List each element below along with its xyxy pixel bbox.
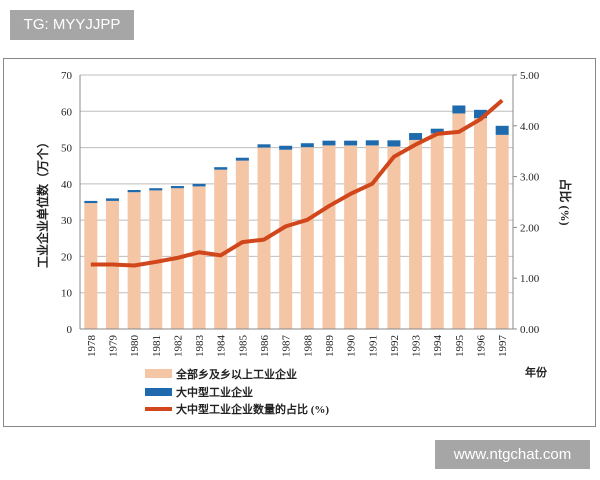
bar-all-enterprises [365,145,379,329]
bar-all-enterprises [344,145,358,329]
x-tick-label: 1996 [476,335,488,358]
bar-all-enterprises [322,145,336,329]
y-tick-label-left: 70 [61,70,73,82]
x-tick-label: 1986 [259,335,271,358]
bar-all-enterprises [474,118,488,330]
bar-large-medium-enterprises [344,140,358,146]
bar-large-medium-enterprises [105,198,119,201]
bar-large-medium-enterprises [495,125,509,135]
axes: 0 10 20 30 40 50 60 70 0.00 1.00 2.00 3.00 4.00 5.00 1… [61,70,540,357]
y-axis-label-right: 占比 (%) [558,179,573,226]
y-tick-label-left: 60 [61,106,73,118]
x-tick-label: 1979 [107,335,119,358]
x-tick-label: 1991 [367,335,379,357]
bar-large-medium-enterprises [257,144,271,148]
bar-large-medium-enterprises [474,109,488,119]
bar-all-enterprises [192,186,206,329]
bar-large-medium-enterprises [365,140,379,146]
x-tick-label: 1993 [411,335,423,358]
legend-label: 大中型工业企业 [176,385,253,399]
bar-large-medium-enterprises [170,186,184,189]
x-tick-label: 1987 [281,335,293,358]
bar-large-medium-enterprises [452,105,466,114]
ratio-line-path [90,98,504,268]
bar-large-medium-enterprises [127,190,141,193]
bar-all-enterprises [149,190,163,329]
y-tick-label-left: 0 [67,324,73,336]
legend-label: 全部乡及乡以上工业企业 [175,367,297,381]
bar-all-enterprises [409,139,423,329]
y-tick-label-right: 1.00 [520,273,540,285]
bar-large-medium-enterprises [279,145,293,150]
bar-large-medium-enterprises [409,133,423,140]
x-tick-label: 1983 [194,335,206,358]
y-tick-label-right: 5.00 [520,70,540,82]
y-tick-label-right: 0.00 [520,324,540,336]
bar-all-enterprises [300,147,314,329]
bar-all-enterprises [279,149,293,329]
bar-all-enterprises [214,169,228,329]
bar-large-medium-enterprises [235,157,249,161]
x-tick-label: 1990 [346,335,358,358]
bar-large-medium-enterprises [300,143,314,148]
bar-all-enterprises [495,134,509,329]
ratio-line [90,98,504,268]
bar-large-medium-enterprises [214,167,228,170]
bar-large-medium-enterprises [149,188,163,191]
bar-large-medium-enterprises [322,140,336,146]
chart-frame [3,58,596,427]
x-tick-label: 1980 [129,335,141,358]
x-tick-label: 1988 [302,335,314,358]
y-tick-label-left: 30 [61,215,73,227]
bar-all-enterprises [387,146,401,329]
y-tick-label-right: 2.00 [520,222,540,234]
bar-large-medium-enterprises [430,128,444,134]
x-tick-label: 1978 [86,335,98,358]
x-tick-label: 1994 [432,335,444,358]
bar-all-enterprises [452,113,466,329]
tag-label: TG: MYYJJPP [10,10,134,40]
bar-large-medium-enterprises [192,183,206,187]
x-tick-label: 1995 [454,335,466,358]
y-tick-label-left: 40 [61,179,73,191]
y-tick-label-left: 50 [61,143,73,155]
bar-all-enterprises [235,160,249,329]
legend-swatch-all [145,369,172,378]
x-tick-label: 1992 [389,335,401,357]
bar-all-enterprises [127,192,141,329]
y-tick-label-right: 4.00 [520,121,540,133]
y-axis-label-left: 工业企业单位数（万个） [35,136,50,268]
x-tick-label: 1989 [324,335,336,358]
y-tick-label-left: 10 [61,288,73,300]
bars [84,105,509,330]
bar-large-medium-enterprises [84,200,98,204]
x-axis-label: 年份 [525,365,548,379]
watermark: www.ntgchat.com [435,440,590,469]
x-tick-label: 1982 [172,335,184,357]
x-tick-label: 1997 [497,335,509,358]
y-tick-label-right: 3.00 [520,172,540,184]
legend-swatch-large-medium [145,388,172,396]
legend-label: 大中型工业企业数量的占比 (%) [176,402,329,416]
y-tick-label-left: 20 [61,251,73,263]
x-tick-label: 1985 [237,335,249,358]
gridlines [80,74,513,294]
x-tick-label: 1984 [216,335,228,358]
bar-all-enterprises [430,133,444,329]
x-tick-label: 1981 [151,335,163,357]
bar-large-medium-enterprises [387,140,401,147]
